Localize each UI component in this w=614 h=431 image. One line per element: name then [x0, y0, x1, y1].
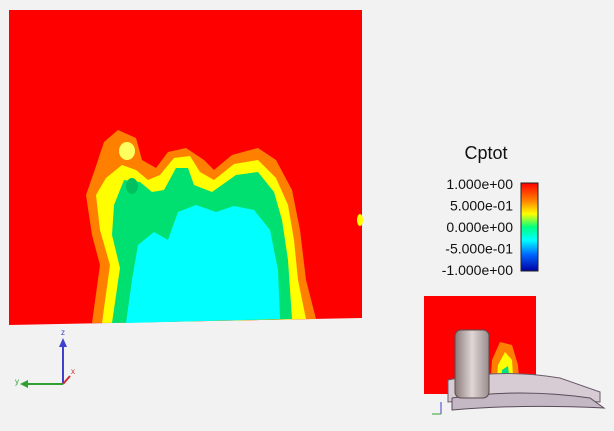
y-arrow — [20, 380, 28, 388]
color-legend: Cptot 1.000e+00 5.000e-01 0.000e+00 -5.000e… — [442, 143, 538, 278]
axis-label: x — [71, 367, 75, 376]
axis-label: y — [15, 377, 19, 386]
x-axis — [63, 376, 70, 384]
endplate — [455, 330, 489, 398]
page: {"legend": {"title": "Cptot", "labels": … — [0, 0, 614, 431]
contour-spot — [126, 178, 138, 194]
contour-spot — [119, 142, 135, 160]
legend-label: 5.000e-01 — [450, 198, 513, 214]
legend-label: 1.000e+00 — [446, 176, 513, 192]
color-bar — [521, 183, 538, 271]
contour-plot — [9, 10, 363, 325]
z-arrow — [59, 338, 67, 347]
legend-label: -1.000e+00 — [442, 262, 513, 278]
legend-label: 0.000e+00 — [446, 219, 513, 235]
legend-title: Cptot — [464, 143, 507, 163]
viewport: Cptot 1.000e+00 5.000e-01 0.000e+00 -5.000e… — [0, 0, 614, 431]
contour-spot — [357, 214, 363, 226]
axis-label: z — [61, 328, 65, 337]
inset-view — [424, 296, 604, 414]
legend-label: -5.000e-01 — [445, 241, 513, 257]
axes-triad: z y x — [15, 328, 75, 388]
